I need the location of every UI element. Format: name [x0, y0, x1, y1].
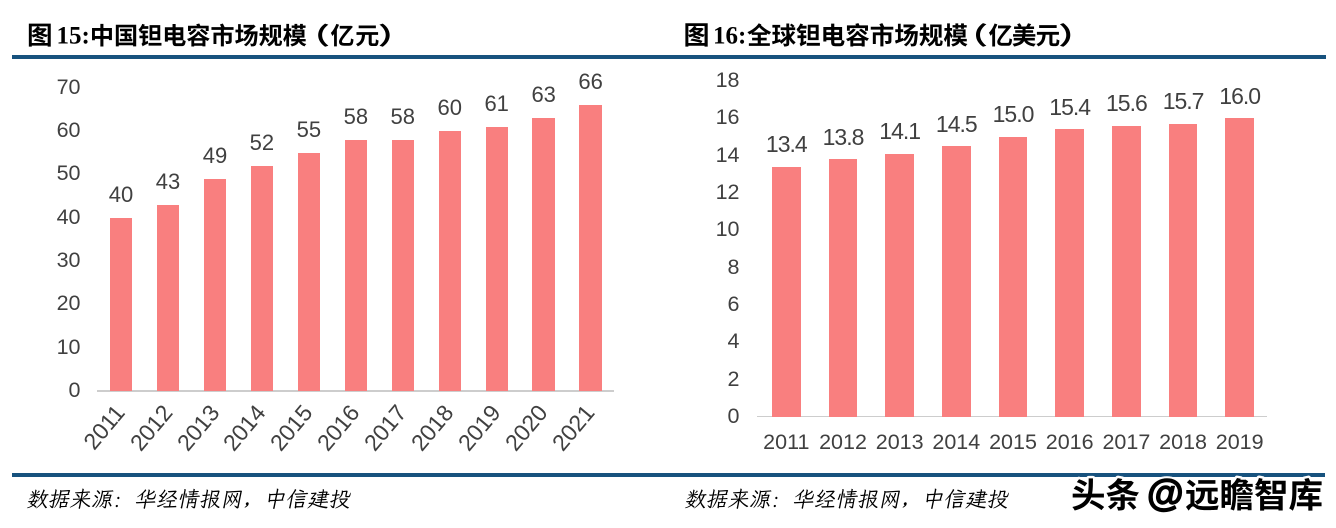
- svg-text:@: @: [1147, 472, 1184, 514]
- svg-text:@: @: [1147, 472, 1184, 514]
- svg-text:15:: 15:: [57, 22, 90, 49]
- svg-text:16:: 16:: [713, 22, 746, 49]
